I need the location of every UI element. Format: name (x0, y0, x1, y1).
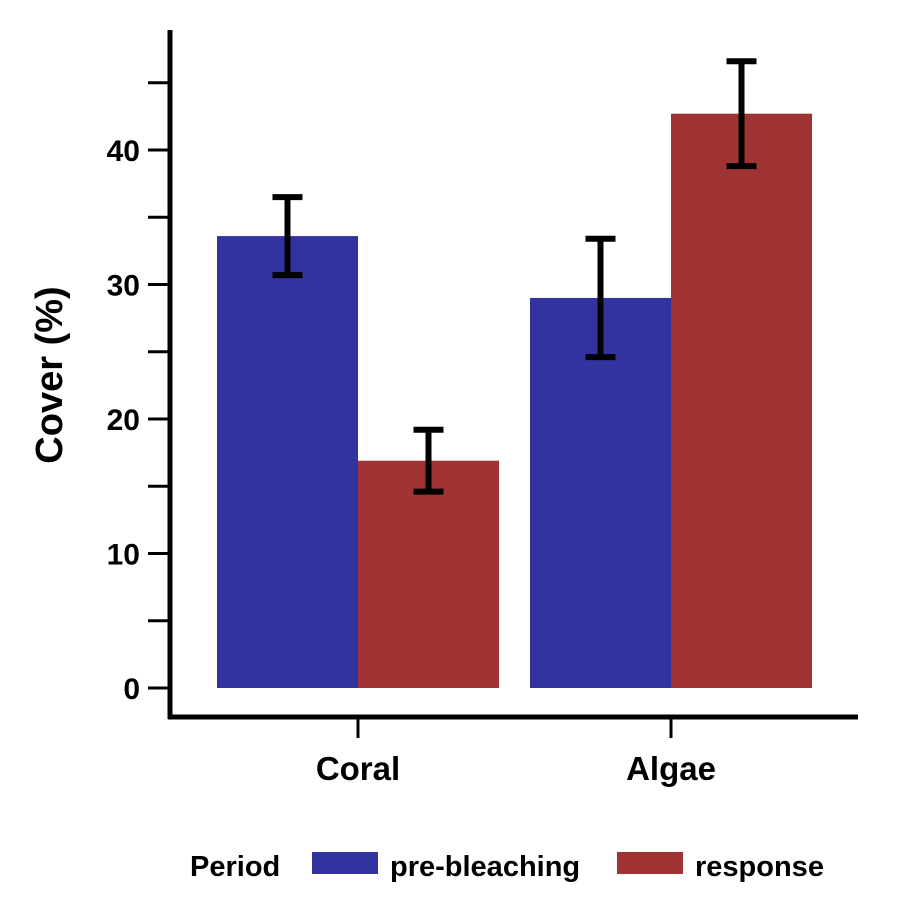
bar-coral-response (358, 460, 499, 688)
y-ticks-group: 0 10 20 30 40 (107, 81, 170, 706)
error-bars-group (272, 58, 757, 495)
legend: Period pre-bleaching response (190, 851, 824, 883)
y-tick-label: 30 (107, 270, 140, 303)
bars-group (217, 113, 812, 688)
bar-algae-pre-bleaching (530, 297, 671, 688)
legend-label-response: response (695, 851, 824, 883)
legend-label-pre-bleaching: pre-bleaching (390, 851, 580, 883)
y-axis-label: Cover (%) (29, 286, 71, 463)
y-tick-label: 20 (107, 404, 140, 437)
y-tick-label: 0 (123, 673, 140, 706)
legend-swatch-pre-bleaching (312, 852, 378, 874)
legend-swatch-response (617, 852, 683, 874)
x-tick-label-algae: Algae (626, 750, 716, 787)
legend-title: Period (190, 851, 280, 883)
bar-algae-response (671, 113, 812, 688)
y-tick-label: 10 (107, 539, 140, 572)
x-tick-label-coral: Coral (316, 750, 400, 787)
y-tick-label: 40 (107, 135, 140, 168)
x-ticks-group: Coral Algae (316, 717, 716, 787)
bar-coral-pre-bleaching (217, 236, 358, 688)
